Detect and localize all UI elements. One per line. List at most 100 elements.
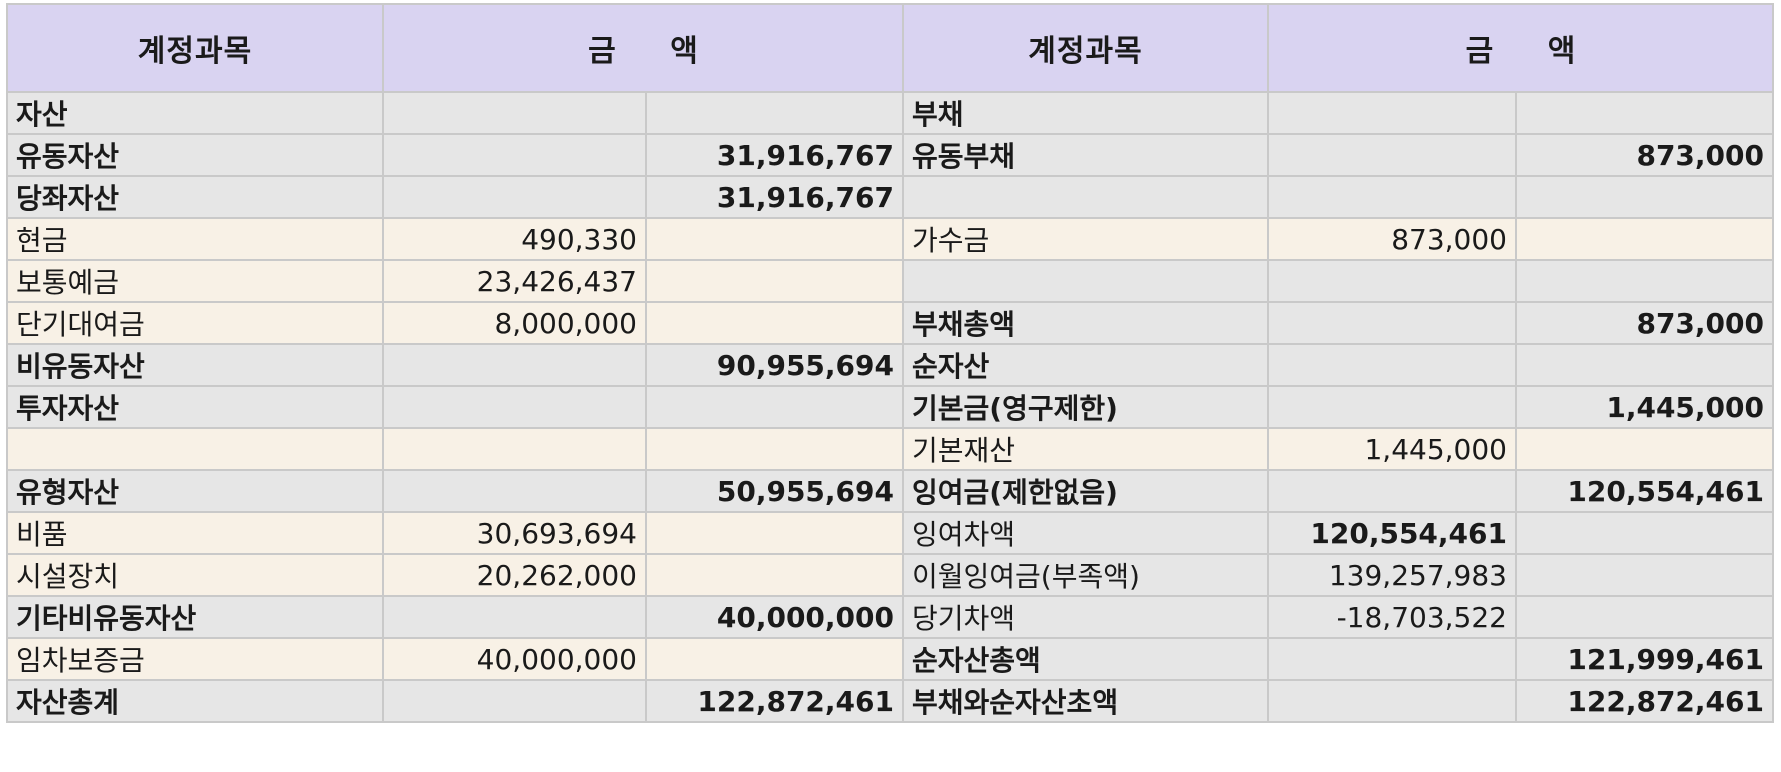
left-total-amount: [645, 511, 904, 555]
left-total-amount: 31,916,767: [645, 133, 904, 177]
left-account-cell: [6, 427, 384, 471]
header-amount-left: 금 액: [382, 3, 904, 93]
balance-sheet-table: 계정과목 금 액 계정과목 금 액 자산 부채 유동자산 31,916,767 유동부채…: [6, 3, 1774, 723]
right-account-cell: 잉여금(제한없음): [902, 469, 1269, 513]
left-account-cell: 임차보증금: [6, 637, 384, 681]
right-account-cell: 이월잉여금(부족액): [902, 553, 1269, 597]
right-detail-amount: [1267, 679, 1517, 723]
right-total-amount: [1515, 343, 1774, 387]
table-row: 기본재산 1,445,000: [6, 427, 1774, 471]
table-row: 유형자산 50,955,694 잉여금(제한없음) 120,554,461: [6, 469, 1774, 513]
left-detail-amount: 490,330: [382, 217, 647, 261]
right-account-cell: 당기차액: [902, 595, 1269, 639]
right-account-cell: 순자산총액: [902, 637, 1269, 681]
left-detail-amount: [382, 175, 647, 219]
left-total-amount: [645, 637, 904, 681]
right-detail-amount: [1267, 637, 1517, 681]
right-detail-amount: [1267, 385, 1517, 429]
right-total-amount: 1,445,000: [1515, 385, 1774, 429]
right-account-cell: 기본금(영구제한): [902, 385, 1269, 429]
left-detail-amount: [382, 469, 647, 513]
right-account-cell: 가수금: [902, 217, 1269, 261]
left-account-cell: 자산총계: [6, 679, 384, 723]
left-account-cell: 보통예금: [6, 259, 384, 303]
right-detail-amount: [1267, 469, 1517, 513]
right-account-cell: 잉여차액: [902, 511, 1269, 555]
table-row: 당좌자산 31,916,767: [6, 175, 1774, 219]
right-total-amount: [1515, 553, 1774, 597]
left-total-amount: 122,872,461: [645, 679, 904, 723]
header-row: 계정과목 금 액 계정과목 금 액: [6, 3, 1774, 93]
right-account-cell: 부채: [902, 91, 1269, 135]
table-row: 투자자산 기본금(영구제한) 1,445,000: [6, 385, 1774, 429]
left-total-amount: 31,916,767: [645, 175, 904, 219]
left-account-cell: 당좌자산: [6, 175, 384, 219]
left-account-cell: 비품: [6, 511, 384, 555]
table-row: 자산 부채: [6, 91, 1774, 135]
right-total-amount: [1515, 217, 1774, 261]
left-detail-amount: [382, 343, 647, 387]
left-total-amount: [645, 427, 904, 471]
left-total-amount: [645, 553, 904, 597]
right-total-amount: 120,554,461: [1515, 469, 1774, 513]
left-account-cell: 투자자산: [6, 385, 384, 429]
right-total-amount: 121,999,461: [1515, 637, 1774, 681]
right-account-cell: 순자산: [902, 343, 1269, 387]
left-detail-amount: 20,262,000: [382, 553, 647, 597]
right-account-cell: 부채와순자산초액: [902, 679, 1269, 723]
right-account-cell: [902, 259, 1269, 303]
left-total-amount: [645, 385, 904, 429]
header-account-left: 계정과목: [6, 3, 384, 93]
left-total-amount: [645, 91, 904, 135]
table-row: 현금 490,330 가수금 873,000: [6, 217, 1774, 261]
left-total-amount: 40,000,000: [645, 595, 904, 639]
right-detail-amount: -18,703,522: [1267, 595, 1517, 639]
left-account-cell: 시설장치: [6, 553, 384, 597]
header-amount-right: 금 액: [1267, 3, 1774, 93]
right-total-amount: [1515, 259, 1774, 303]
table-body: 자산 부채 유동자산 31,916,767 유동부채 873,000 당좌자산 31,916,…: [6, 91, 1774, 723]
left-total-amount: [645, 217, 904, 261]
left-detail-amount: 30,693,694: [382, 511, 647, 555]
header-account-right: 계정과목: [902, 3, 1269, 93]
left-total-amount: 50,955,694: [645, 469, 904, 513]
left-detail-amount: [382, 679, 647, 723]
right-detail-amount: [1267, 259, 1517, 303]
left-account-cell: 현금: [6, 217, 384, 261]
left-detail-amount: [382, 385, 647, 429]
right-total-amount: 873,000: [1515, 133, 1774, 177]
right-detail-amount: [1267, 133, 1517, 177]
right-account-cell: [902, 175, 1269, 219]
left-account-cell: 유형자산: [6, 469, 384, 513]
left-detail-amount: [382, 133, 647, 177]
left-total-amount: 90,955,694: [645, 343, 904, 387]
left-total-amount: [645, 301, 904, 345]
right-total-amount: [1515, 511, 1774, 555]
left-detail-amount: [382, 595, 647, 639]
right-detail-amount: [1267, 301, 1517, 345]
table-row: 시설장치 20,262,000 이월잉여금(부족액) 139,257,983: [6, 553, 1774, 597]
right-detail-amount: 1,445,000: [1267, 427, 1517, 471]
left-detail-amount: 23,426,437: [382, 259, 647, 303]
right-detail-amount: [1267, 343, 1517, 387]
left-account-cell: 유동자산: [6, 133, 384, 177]
right-detail-amount: [1267, 91, 1517, 135]
left-account-cell: 단기대여금: [6, 301, 384, 345]
right-detail-amount: [1267, 175, 1517, 219]
right-detail-amount: 873,000: [1267, 217, 1517, 261]
right-detail-amount: 120,554,461: [1267, 511, 1517, 555]
table-row: 보통예금 23,426,437: [6, 259, 1774, 303]
left-total-amount: [645, 259, 904, 303]
right-total-amount: [1515, 91, 1774, 135]
right-total-amount: [1515, 175, 1774, 219]
left-detail-amount: 8,000,000: [382, 301, 647, 345]
right-account-cell: 부채총액: [902, 301, 1269, 345]
table-row: 단기대여금 8,000,000 부채총액 873,000: [6, 301, 1774, 345]
table-row: 자산총계 122,872,461 부채와순자산초액 122,872,461: [6, 679, 1774, 723]
left-detail-amount: 40,000,000: [382, 637, 647, 681]
right-detail-amount: 139,257,983: [1267, 553, 1517, 597]
right-total-amount: 873,000: [1515, 301, 1774, 345]
table-row: 기타비유동자산 40,000,000 당기차액 -18,703,522: [6, 595, 1774, 639]
table-row: 유동자산 31,916,767 유동부채 873,000: [6, 133, 1774, 177]
right-account-cell: 유동부채: [902, 133, 1269, 177]
